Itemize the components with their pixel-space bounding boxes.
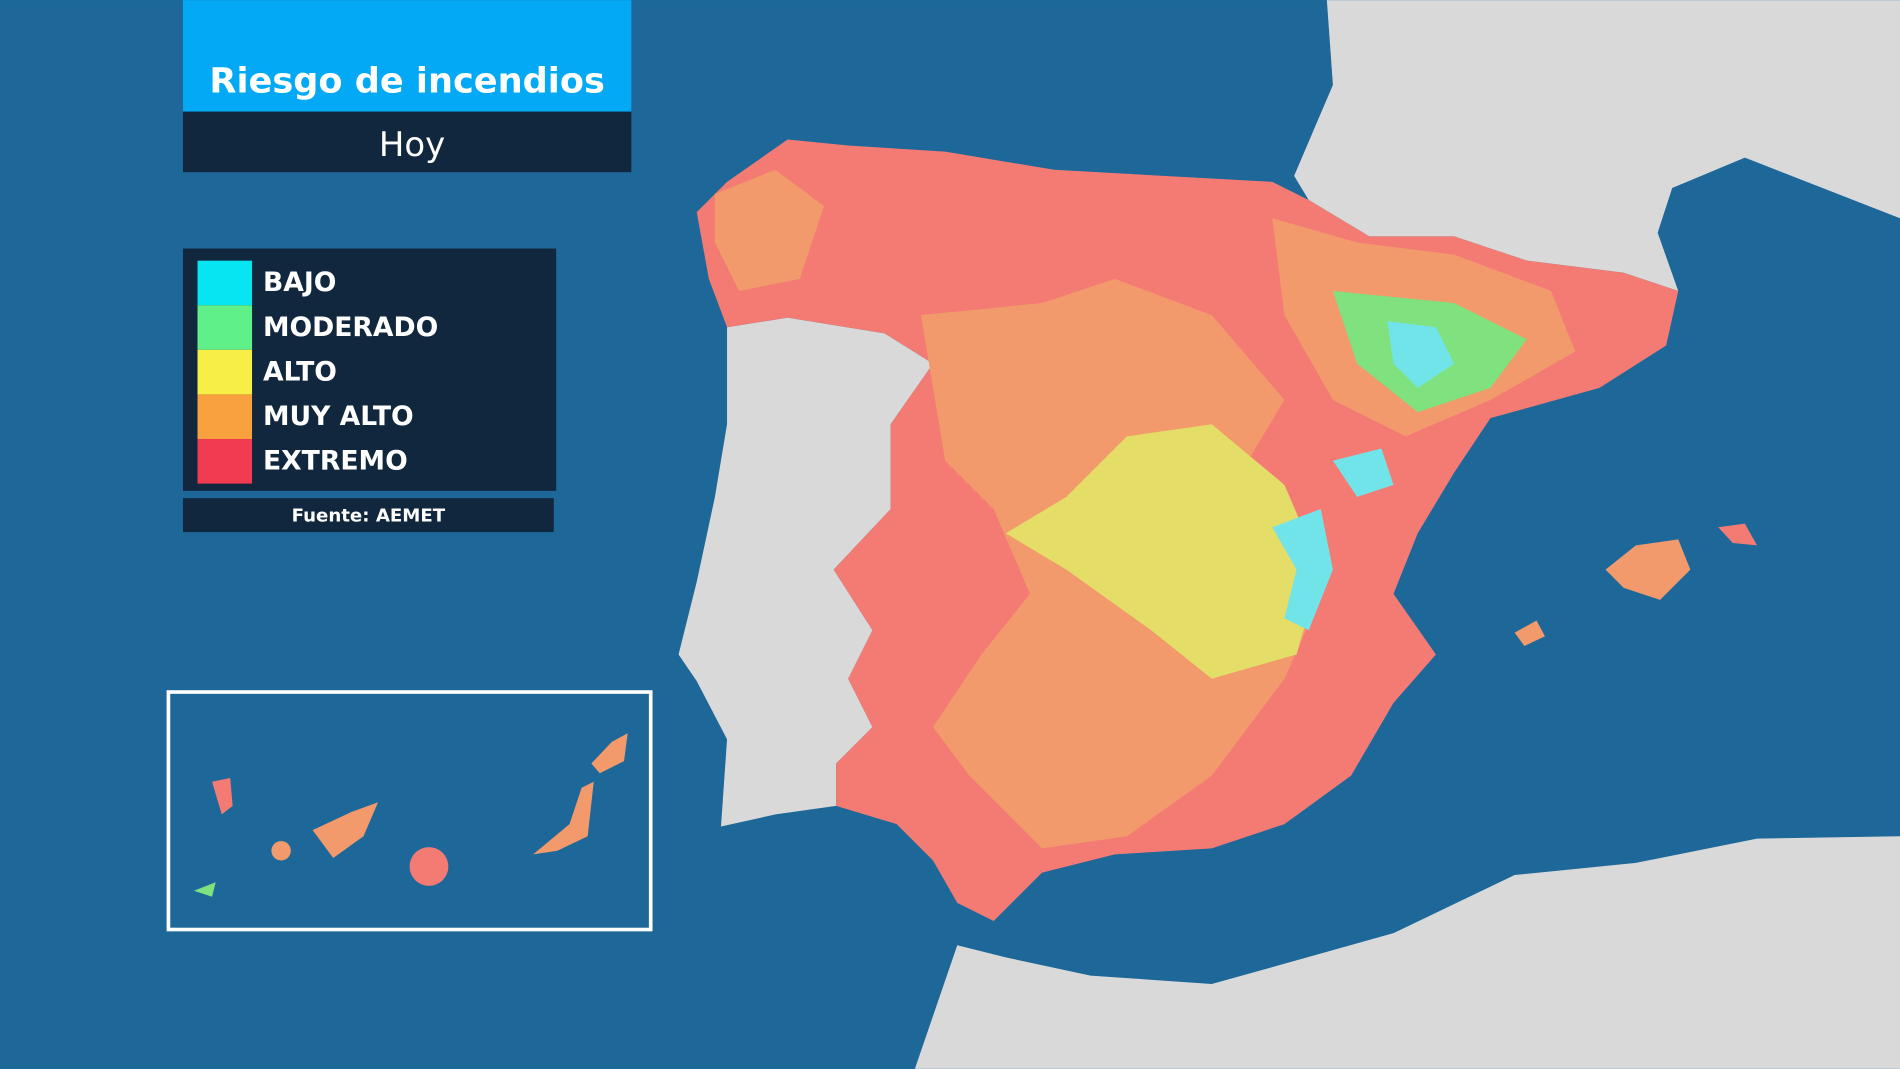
title-box (182, 0, 632, 112)
france (1294, 0, 1900, 291)
spain-muy-alto (714, 169, 824, 291)
spain-bajo (1332, 448, 1394, 497)
island (312, 802, 379, 859)
subtitle-box (182, 111, 632, 173)
legend-label: EXTREMO (263, 446, 408, 477)
island (533, 781, 594, 855)
spain-bajo (1272, 509, 1333, 631)
island (193, 882, 216, 897)
legend-swatch (197, 305, 253, 350)
mallorca (1605, 539, 1691, 600)
legend-swatch (197, 349, 253, 395)
island (591, 733, 628, 774)
title: Riesgo de incendios (209, 61, 604, 102)
subtitle: Hoy (379, 125, 445, 164)
africa (914, 836, 1900, 1069)
island (409, 847, 449, 886)
legend-label: MODERADO (263, 312, 438, 343)
canary-inset (166, 690, 653, 932)
island (271, 841, 291, 861)
legend-swatch (197, 394, 253, 440)
source: Fuente: AEMET (292, 505, 446, 526)
legend-label: BAJO (263, 267, 336, 298)
legend-swatch (197, 260, 253, 306)
menorca (1718, 523, 1758, 546)
portugal (678, 317, 934, 827)
legend-label: ALTO (263, 356, 337, 387)
spain-bajo (1387, 321, 1455, 388)
ibiza (1514, 620, 1545, 646)
spain-alto (1005, 424, 1321, 679)
legend-swatch (197, 439, 253, 484)
island (212, 778, 233, 815)
legend-label: MUY ALTO (263, 401, 414, 432)
source-box (182, 498, 554, 533)
legend: BAJO MODERADO ALTO MUY ALTO EXTREMO (197, 260, 438, 484)
